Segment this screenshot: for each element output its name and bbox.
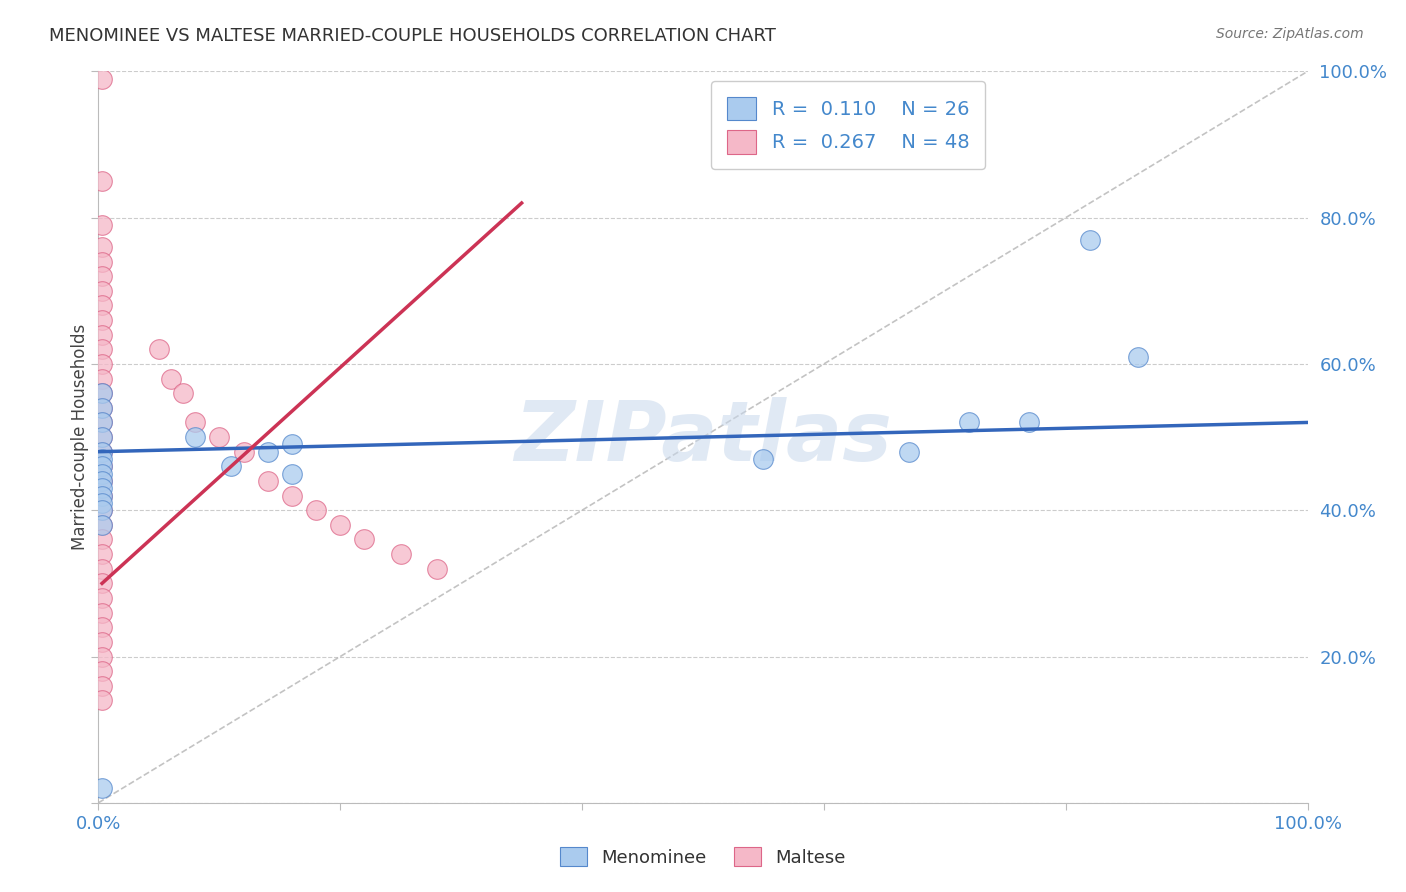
Point	[91, 620, 114, 634]
Point	[208, 430, 231, 444]
Point	[91, 313, 114, 327]
Point	[91, 71, 114, 86]
Point	[91, 174, 114, 188]
Point	[91, 664, 114, 678]
Point	[752, 452, 775, 467]
Point	[91, 481, 114, 495]
Point	[91, 254, 114, 268]
Point	[281, 489, 304, 503]
Point	[91, 489, 114, 503]
Point	[91, 401, 114, 415]
Legend: R =  0.110    N = 26, R =  0.267    N = 48: R = 0.110 N = 26, R = 0.267 N = 48	[711, 81, 984, 169]
Point	[91, 444, 114, 458]
Point	[305, 503, 328, 517]
Point	[1078, 233, 1101, 247]
Point	[91, 357, 114, 371]
Point	[281, 467, 304, 481]
Point	[91, 218, 114, 232]
Point	[91, 298, 114, 312]
Point	[91, 517, 114, 532]
Point	[91, 284, 114, 298]
Point	[256, 444, 278, 458]
Y-axis label: Married-couple Households: Married-couple Households	[72, 324, 90, 550]
Point	[91, 496, 114, 510]
Point	[91, 517, 114, 532]
Point	[256, 474, 278, 488]
Point	[389, 547, 412, 561]
Point	[91, 474, 114, 488]
Point	[91, 606, 114, 620]
Point	[91, 533, 114, 547]
Point	[91, 430, 114, 444]
Point	[91, 679, 114, 693]
Point	[91, 459, 114, 474]
Point	[957, 416, 980, 430]
Point	[184, 416, 207, 430]
Point	[160, 371, 183, 385]
Point	[91, 474, 114, 488]
Point	[91, 401, 114, 415]
Point	[426, 562, 449, 576]
Point	[184, 430, 207, 444]
Point	[91, 240, 114, 254]
Point	[91, 503, 114, 517]
Point	[91, 430, 114, 444]
Point	[91, 416, 114, 430]
Point	[91, 386, 114, 401]
Point	[91, 452, 114, 467]
Point	[91, 547, 114, 561]
Text: Source: ZipAtlas.com: Source: ZipAtlas.com	[1216, 27, 1364, 41]
Point	[91, 693, 114, 707]
Point	[1128, 350, 1150, 364]
Point	[1018, 416, 1040, 430]
Point	[91, 635, 114, 649]
Point	[91, 591, 114, 605]
Point	[91, 489, 114, 503]
Point	[232, 444, 254, 458]
Point	[91, 416, 114, 430]
Point	[91, 576, 114, 591]
Point	[91, 467, 114, 481]
Point	[91, 503, 114, 517]
Point	[91, 386, 114, 401]
Point	[91, 269, 114, 284]
Point	[91, 327, 114, 342]
Point	[91, 649, 114, 664]
Legend: Menominee, Maltese: Menominee, Maltese	[553, 840, 853, 874]
Point	[91, 562, 114, 576]
Point	[91, 371, 114, 385]
Point	[281, 437, 304, 451]
Point	[353, 533, 375, 547]
Point	[221, 459, 243, 474]
Point	[172, 386, 194, 401]
Point	[91, 444, 114, 458]
Text: MENOMINEE VS MALTESE MARRIED-COUPLE HOUSEHOLDS CORRELATION CHART: MENOMINEE VS MALTESE MARRIED-COUPLE HOUS…	[49, 27, 776, 45]
Point	[91, 459, 114, 474]
Point	[897, 444, 920, 458]
Point	[329, 517, 352, 532]
Point	[148, 343, 170, 357]
Point	[91, 781, 114, 796]
Text: ZIPatlas: ZIPatlas	[515, 397, 891, 477]
Point	[91, 343, 114, 357]
